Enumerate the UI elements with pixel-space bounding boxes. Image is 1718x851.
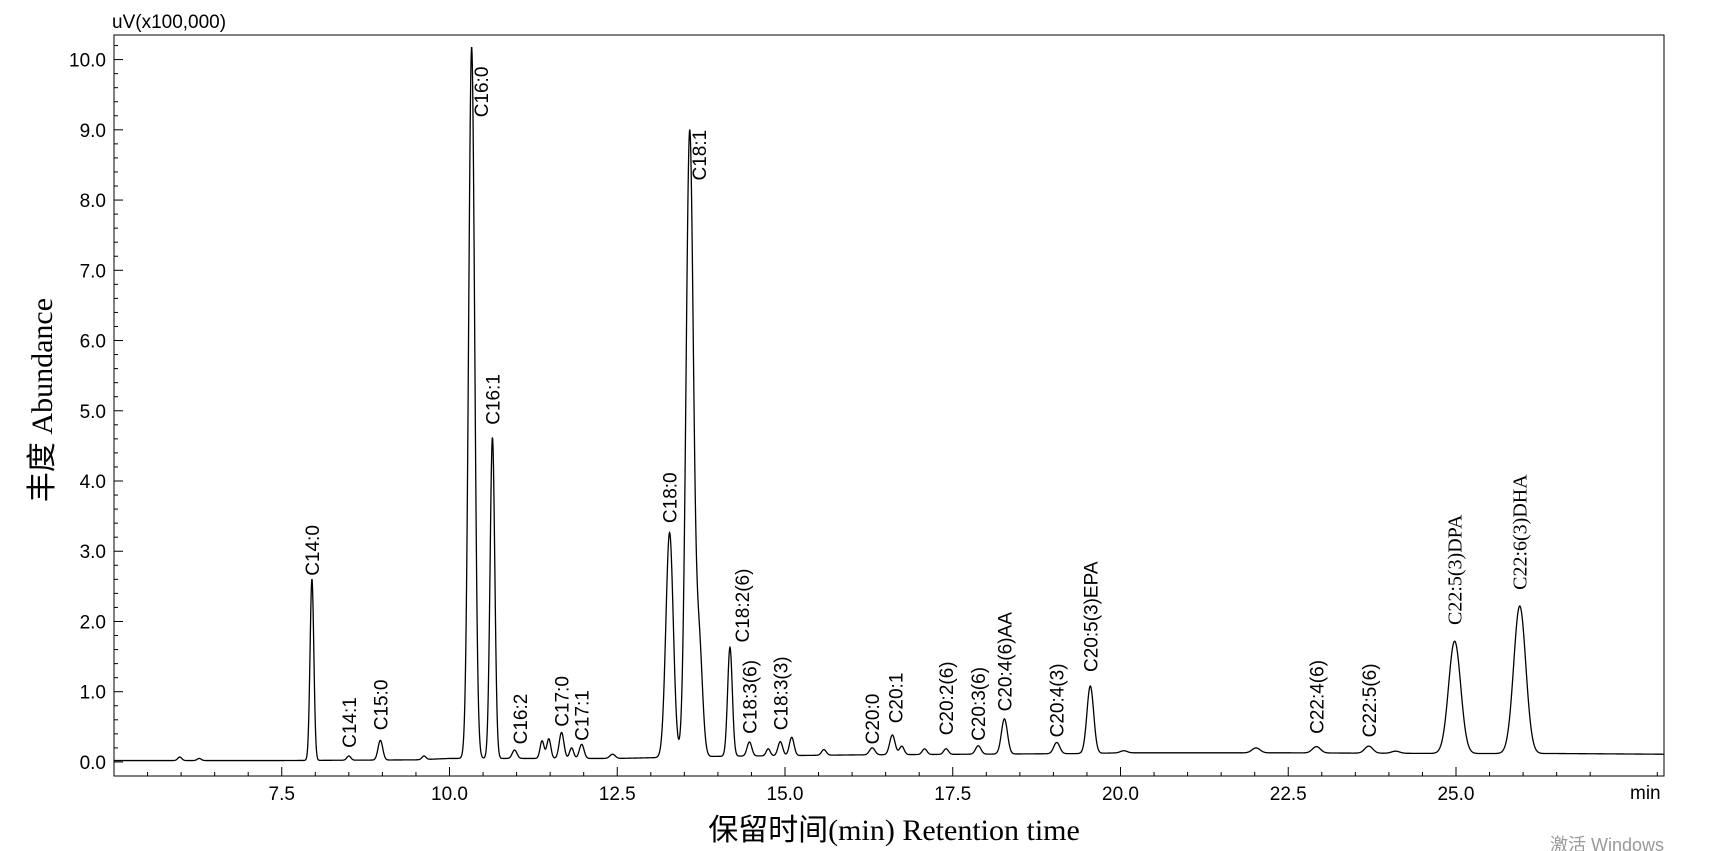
x-tick-label: 22.5 xyxy=(1270,784,1307,805)
peak-label: C22:5(3)DPA xyxy=(1445,514,1467,625)
y-tick-label: 1.0 xyxy=(80,683,106,704)
peak-labels: C14:0 C14:1 C15:0 C16:0 C16:1 C16:2 C17:0 C17:1… xyxy=(303,67,1532,748)
x-unit-label: min xyxy=(1630,783,1661,804)
peak-label: C17:1 xyxy=(573,690,594,741)
y-unit-label: uV(x100,000) xyxy=(112,12,226,33)
peak-label: C18:3(3) xyxy=(771,656,792,730)
peak-label: C14:0 xyxy=(303,525,324,576)
y-tick-label: 0.0 xyxy=(80,753,106,774)
plot-frame xyxy=(113,34,1665,777)
y-axis-title: 丰度 Abundance xyxy=(26,298,59,502)
y-tick-label: 5.0 xyxy=(80,402,106,423)
peak-label: C16:1 xyxy=(483,374,504,425)
peak-label: C20:0 xyxy=(863,694,884,745)
peak-label: C16:2 xyxy=(511,694,532,745)
peak-label: C20:2(6) xyxy=(937,661,958,735)
x-tick-label: 10.0 xyxy=(431,784,468,805)
x-axis-title: 保留时间(min) Retention time xyxy=(708,814,1080,847)
windows-activation-watermark: 激活 Windows xyxy=(1550,835,1664,851)
peak-label: C18:1 xyxy=(690,130,711,181)
peak-label: C14:1 xyxy=(340,697,361,748)
x-axis: 7.5 10.0 12.5 15.0 17.5 20.0 22.5 25.0 xyxy=(147,767,1658,805)
peak-label: C22:5(6) xyxy=(1360,663,1381,737)
x-tick-label: 20.0 xyxy=(1102,784,1139,805)
peak-label: C20:4(3) xyxy=(1048,663,1069,737)
peak-label: C18:3(6) xyxy=(740,660,761,734)
peak-label: C18:2(6) xyxy=(733,569,754,643)
chromatogram-trace xyxy=(114,46,1665,762)
y-tick-label: 9.0 xyxy=(80,121,106,142)
peak-label: C20:5(3)EPA xyxy=(1081,561,1102,672)
peak-label: C20:1 xyxy=(887,673,908,724)
x-tick-label: 17.5 xyxy=(934,784,971,805)
peak-label: C15:0 xyxy=(371,680,392,731)
x-tick-label: 15.0 xyxy=(767,784,804,805)
y-tick-label: 6.0 xyxy=(80,332,106,353)
peak-label: C20:3(6) xyxy=(969,667,990,741)
peak-label: C20:4(6)AA xyxy=(995,612,1016,712)
peak-label: C22:6(3)DHA xyxy=(1510,474,1532,590)
y-tick-label: 4.0 xyxy=(80,472,106,493)
y-tick-label: 10.0 xyxy=(69,51,106,72)
x-tick-label: 25.0 xyxy=(1437,784,1474,805)
x-tick-label: 12.5 xyxy=(599,784,636,805)
peak-label: C17:0 xyxy=(553,676,574,727)
peak-label: C18:0 xyxy=(661,472,682,523)
y-axis: 0.0 1.0 2.0 3.0 4.0 5.0 6.0 7.0 8.0 9.0 10.0 xyxy=(69,45,123,774)
y-tick-label: 8.0 xyxy=(80,191,106,212)
peak-label: C16:0 xyxy=(472,67,493,118)
x-tick-label: 7.5 xyxy=(269,784,295,805)
y-tick-label: 2.0 xyxy=(80,612,106,633)
peak-label: C22:4(6) xyxy=(1307,660,1328,734)
y-tick-label: 7.0 xyxy=(80,261,106,282)
y-tick-label: 3.0 xyxy=(80,542,106,563)
